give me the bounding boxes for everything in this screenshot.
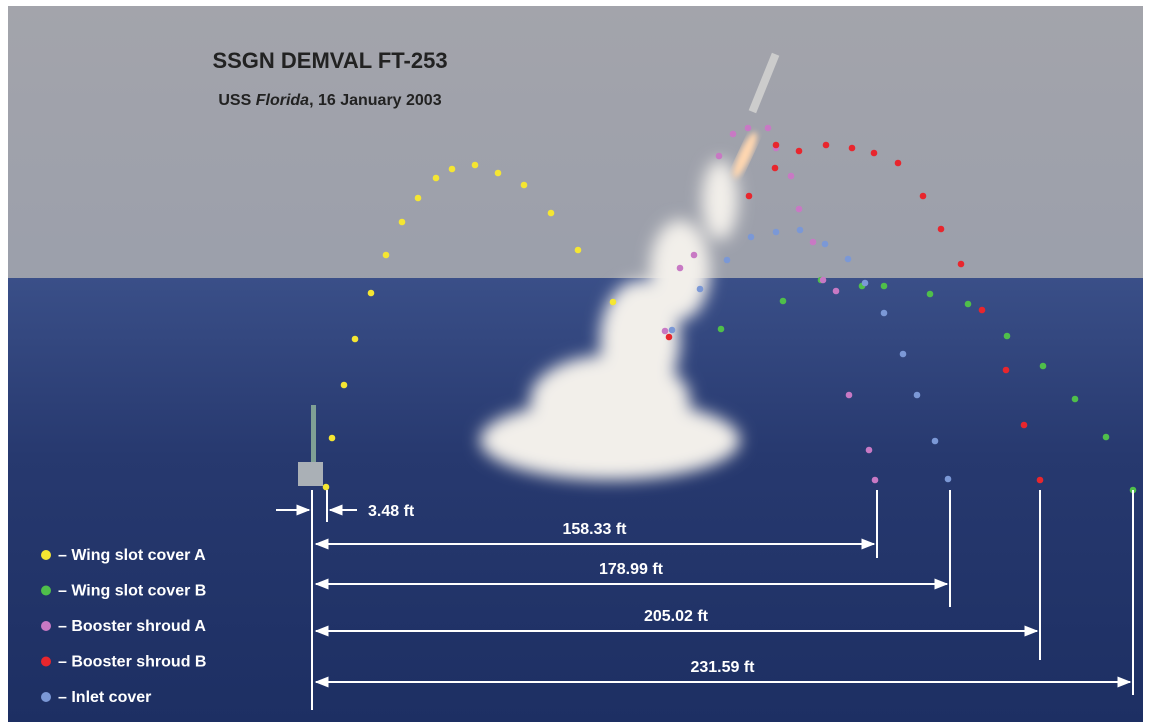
dot xyxy=(1103,434,1110,441)
dot xyxy=(872,477,879,484)
dot xyxy=(881,283,888,290)
legend-label: – Booster shroud B xyxy=(58,654,206,671)
dot xyxy=(677,265,684,272)
dot xyxy=(833,288,840,295)
dot xyxy=(575,247,582,254)
dot xyxy=(691,252,698,259)
dot xyxy=(945,476,952,483)
dot xyxy=(329,435,336,442)
legend-swatch xyxy=(41,586,51,596)
legend-swatch xyxy=(41,657,51,667)
dot xyxy=(881,310,888,317)
legend-label: – Wing slot cover A xyxy=(58,547,206,564)
dot xyxy=(927,291,934,298)
dot xyxy=(548,210,555,217)
dot xyxy=(666,334,673,341)
dot xyxy=(938,226,945,233)
dot xyxy=(323,484,330,491)
dot xyxy=(724,257,731,264)
dot xyxy=(820,277,827,284)
annotated-photo: 3.48 ft 158.33 ft 178.99 ft 205.02 ft 231.5… xyxy=(0,0,1149,728)
dot xyxy=(866,447,873,454)
dot xyxy=(341,382,348,389)
dot xyxy=(697,286,704,293)
dot xyxy=(796,206,803,213)
dot xyxy=(383,252,390,259)
subtitle-part: , 16 January 2003 xyxy=(309,92,442,109)
dot xyxy=(965,301,972,308)
dot xyxy=(1072,396,1079,403)
dot xyxy=(368,290,375,297)
dot xyxy=(822,241,829,248)
dot xyxy=(1004,333,1011,340)
subtitle: USS Florida, 16 January 2003 xyxy=(218,92,441,109)
dot xyxy=(399,219,406,226)
dot xyxy=(449,166,456,173)
sail xyxy=(298,462,323,486)
dot xyxy=(610,299,617,306)
dot xyxy=(780,298,787,305)
measure-label: 158.33 ft xyxy=(562,521,627,538)
dot xyxy=(662,328,669,335)
dot xyxy=(900,351,907,358)
dot xyxy=(472,162,479,169)
dot xyxy=(1003,367,1010,374)
dot xyxy=(958,261,965,268)
measure-label: 205.02 ft xyxy=(644,608,709,625)
dot xyxy=(845,256,852,263)
dot xyxy=(495,170,502,177)
dot xyxy=(746,193,753,200)
legend-swatch xyxy=(41,550,51,560)
legend-label: – Booster shroud A xyxy=(58,618,206,635)
dot xyxy=(1021,422,1028,429)
dot xyxy=(1037,477,1044,484)
dot xyxy=(1040,363,1047,370)
dot xyxy=(810,239,817,246)
dot xyxy=(765,125,772,132)
measure-label: 231.59 ft xyxy=(690,659,755,676)
measure-label: 178.99 ft xyxy=(599,561,664,578)
dot xyxy=(932,438,939,445)
dot xyxy=(773,142,780,149)
dot xyxy=(748,234,755,241)
dot xyxy=(862,280,869,287)
dot xyxy=(745,125,752,132)
dot xyxy=(797,227,804,234)
dot xyxy=(433,175,440,182)
dot xyxy=(979,307,986,314)
dot xyxy=(895,160,902,167)
legend-swatch xyxy=(41,692,51,702)
measure-label: 3.48 ft xyxy=(368,503,415,520)
title: SSGN DEMVAL FT-253 xyxy=(212,48,447,73)
dot xyxy=(871,150,878,157)
legend-label: – Wing slot cover B xyxy=(58,583,206,600)
dot xyxy=(716,153,723,160)
dot xyxy=(718,326,725,333)
dot xyxy=(352,336,359,343)
dot xyxy=(849,145,856,152)
dot xyxy=(730,131,737,138)
dot xyxy=(914,392,921,399)
subtitle-part: Florida xyxy=(256,92,309,109)
dot xyxy=(796,148,803,155)
dot xyxy=(920,193,927,200)
legend-swatch xyxy=(41,621,51,631)
subtitle-part: USS xyxy=(218,92,255,109)
dot xyxy=(823,142,830,149)
dot xyxy=(788,173,795,180)
dot xyxy=(846,392,853,399)
dot xyxy=(772,165,779,172)
dot xyxy=(773,229,780,236)
dot xyxy=(669,327,676,334)
legend-label: – Inlet cover xyxy=(58,689,151,706)
dot xyxy=(521,182,528,189)
dot xyxy=(415,195,422,202)
